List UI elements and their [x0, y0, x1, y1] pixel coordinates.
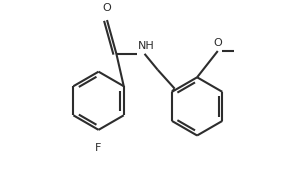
Text: O: O: [103, 2, 111, 12]
Text: F: F: [95, 143, 102, 153]
Text: NH: NH: [138, 41, 155, 51]
Text: O: O: [213, 38, 222, 48]
